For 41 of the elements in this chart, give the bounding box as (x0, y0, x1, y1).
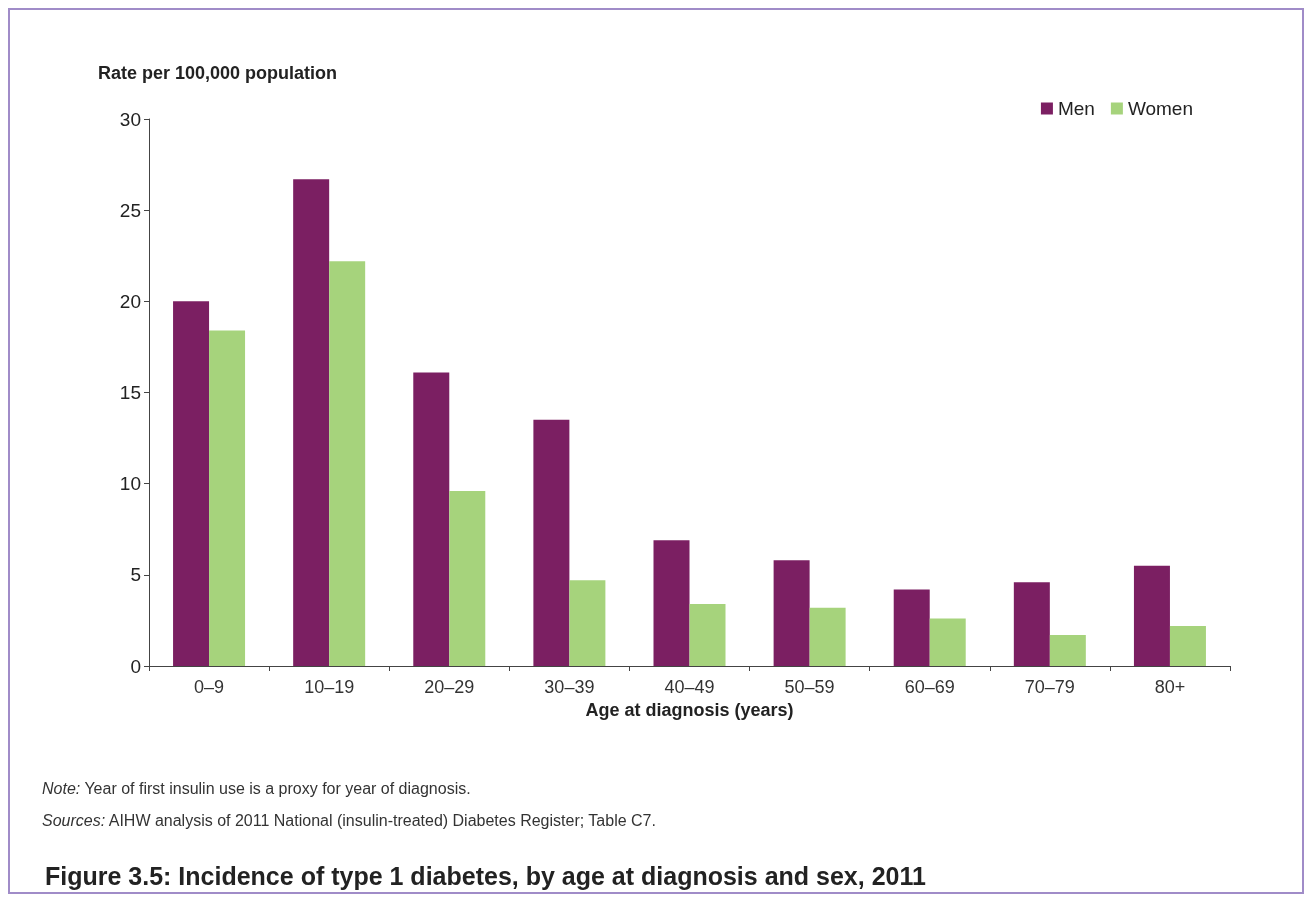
x-axis-title: Age at diagnosis (years) (585, 699, 794, 720)
bar (1013, 582, 1050, 666)
y-tick-label: 20 (119, 290, 141, 312)
x-tick-label: 0–9 (194, 677, 225, 697)
source-note: Sources: AIHW analysis of 2011 National (insulin-treated) Diabetes Register; Table C7. (42, 811, 656, 829)
y-tick-label: 25 (119, 199, 141, 221)
legend-label: Men (1057, 98, 1095, 119)
bar (653, 540, 690, 666)
x-tick-label: 80+ (1154, 677, 1186, 697)
bar (209, 330, 246, 666)
bar (1169, 625, 1206, 666)
bar (893, 589, 930, 666)
y-tick-label: 5 (130, 564, 141, 586)
y-tick-label: 30 (119, 108, 141, 130)
bar (173, 301, 210, 666)
y-axis-title: Rate per 100,000 population (98, 63, 338, 83)
bar (1049, 635, 1086, 666)
bar (929, 618, 966, 666)
y-tick-label: 10 (119, 473, 141, 495)
y-tick-label: 0 (130, 655, 141, 677)
bar (413, 372, 450, 666)
x-tick-label: 10–19 (304, 677, 355, 697)
bar (569, 580, 606, 666)
x-tick-label: 50–59 (784, 677, 835, 697)
bar (773, 560, 810, 666)
x-tick-label: 70–79 (1024, 677, 1075, 697)
bar (809, 607, 846, 666)
x-tick-label: 30–39 (544, 677, 595, 697)
bar (1133, 565, 1170, 666)
text: Note: Year of first insulin use is a proxy for year of diagnosis. (42, 779, 471, 797)
legend-label: Women (1127, 98, 1194, 119)
bar (533, 419, 570, 666)
x-tick-label: 20–29 (424, 677, 475, 697)
y-tick-label: 15 (119, 382, 141, 403)
bar (689, 604, 726, 666)
x-tick-label: 60–69 (904, 677, 955, 697)
text: Figure 3.5: Incidence of type 1 diabetes, by age at diagnosis and sex, 2011 (45, 861, 926, 890)
x-tick-label: 40–49 (664, 677, 715, 697)
bar (449, 490, 486, 666)
bar (293, 179, 330, 666)
bar (329, 261, 366, 666)
